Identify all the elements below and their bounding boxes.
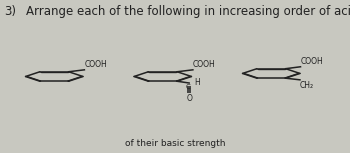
Text: C: C [186, 84, 191, 90]
Text: O: O [186, 94, 192, 103]
Text: COOH: COOH [301, 57, 323, 66]
Text: Arrange each of the following in increasing order of acidity.: Arrange each of the following in increas… [26, 5, 350, 18]
Text: 3): 3) [4, 5, 16, 18]
Text: COOH: COOH [193, 60, 216, 69]
Text: H: H [194, 78, 200, 87]
Text: COOH: COOH [84, 60, 107, 69]
Text: of their basic strength: of their basic strength [125, 139, 225, 148]
Text: CH₂: CH₂ [300, 81, 314, 90]
